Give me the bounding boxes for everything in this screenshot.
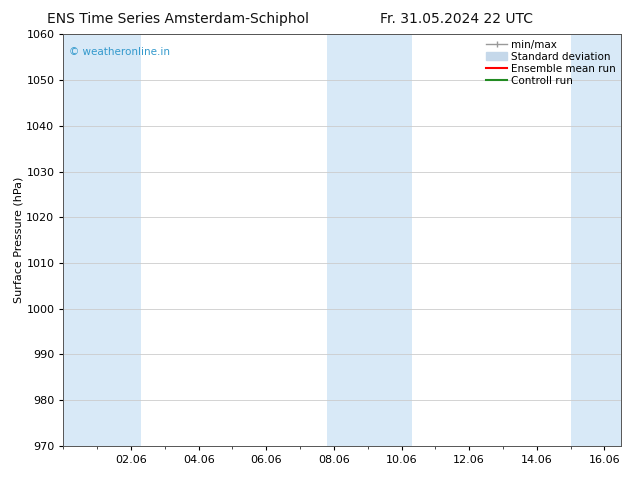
Legend: min/max, Standard deviation, Ensemble mean run, Controll run: min/max, Standard deviation, Ensemble me… bbox=[482, 35, 620, 90]
Y-axis label: Surface Pressure (hPa): Surface Pressure (hPa) bbox=[13, 177, 23, 303]
Text: Fr. 31.05.2024 22 UTC: Fr. 31.05.2024 22 UTC bbox=[380, 12, 533, 26]
Text: ENS Time Series Amsterdam-Schiphol: ENS Time Series Amsterdam-Schiphol bbox=[46, 12, 309, 26]
Bar bbox=[571, 34, 621, 446]
Bar bbox=[327, 34, 411, 446]
Text: © weatheronline.in: © weatheronline.in bbox=[69, 47, 170, 57]
Bar bbox=[63, 34, 141, 446]
